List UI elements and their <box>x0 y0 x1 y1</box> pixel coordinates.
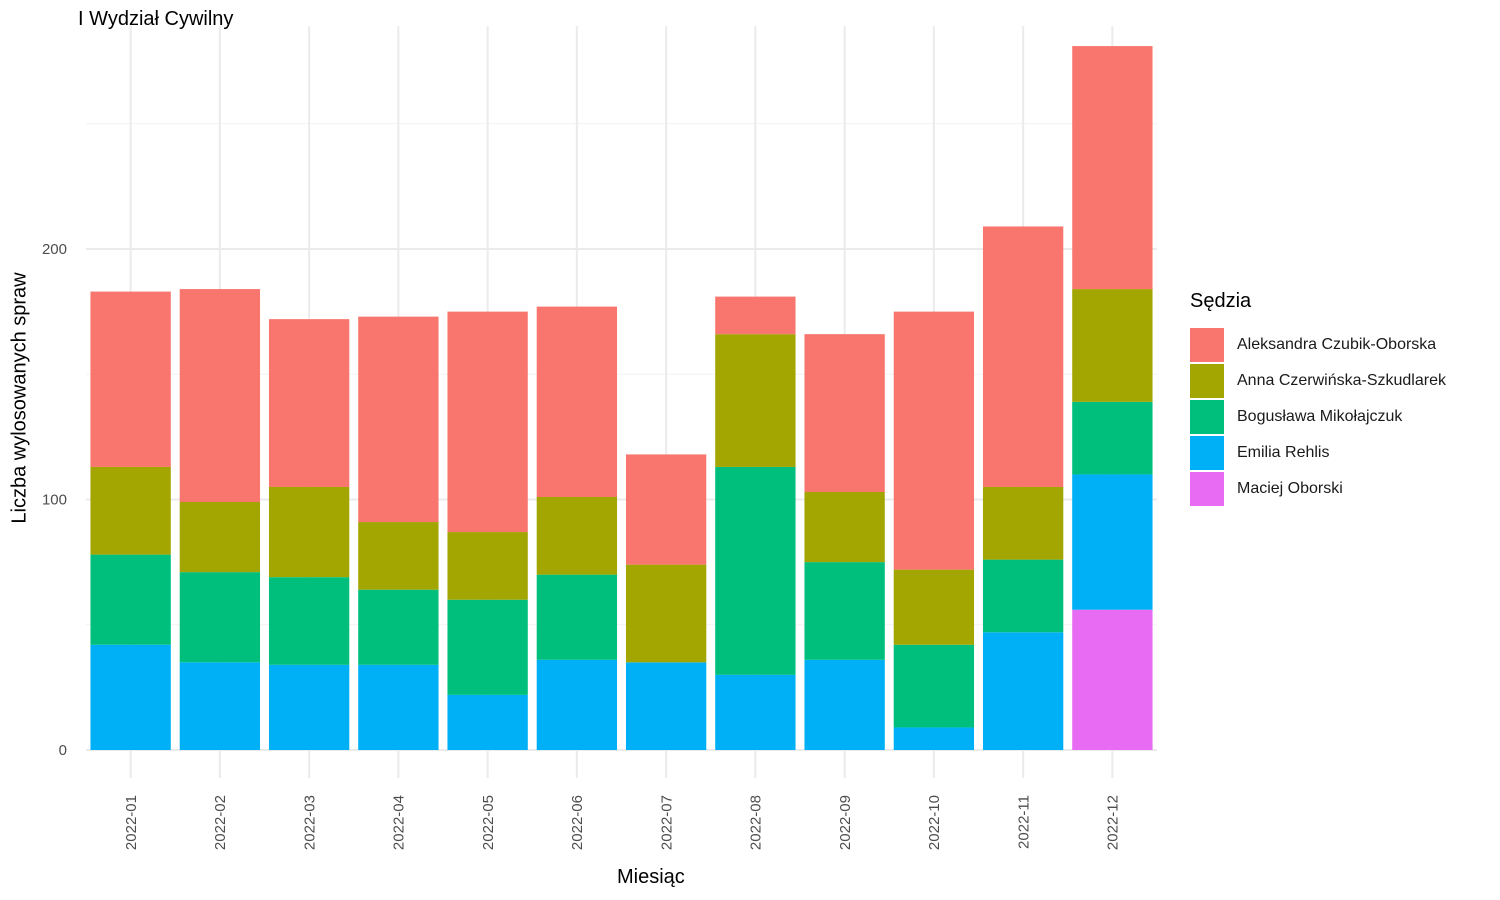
x-tick-label: 2022-11 <box>1015 795 1032 849</box>
bar-segment <box>804 491 885 563</box>
bar-segment <box>804 659 885 750</box>
legend-item: Aleksandra Czubik-Oborska <box>1190 327 1446 363</box>
bar-segment <box>625 564 707 663</box>
bar-segment <box>804 334 885 492</box>
y-axis-label: Liczba wylosowanych spraw <box>8 272 31 524</box>
chart-title: I Wydział Cywilny <box>78 8 234 30</box>
bar-segment <box>625 454 707 565</box>
bar-segment <box>179 289 261 503</box>
bar-segment <box>447 311 528 533</box>
bar-segment <box>358 316 439 523</box>
legend-item: Emilia Rehlis <box>1190 435 1446 471</box>
bar-segment <box>179 502 261 573</box>
bar-segment <box>804 562 885 660</box>
bar-segment <box>1072 289 1153 402</box>
bar-segment <box>536 574 618 660</box>
bar-segment <box>179 572 261 663</box>
legend-label: Bogusława Mikołajczuk <box>1237 408 1403 425</box>
y-tick-label: 0 <box>59 742 67 759</box>
bar-segment <box>90 466 171 555</box>
y-tick-label: 100 <box>42 492 67 509</box>
bar-segment <box>536 306 618 497</box>
x-tick-label: 2022-12 <box>1105 795 1122 850</box>
x-tick-label: 2022-04 <box>391 795 408 850</box>
bar-segment <box>447 532 528 600</box>
bar-segment <box>982 486 1064 560</box>
x-tick-label: 2022-02 <box>212 795 229 850</box>
x-tick-label: 2022-10 <box>926 795 943 850</box>
y-tick-labels: 0 100 200 <box>42 241 67 759</box>
x-tick-label: 2022-05 <box>480 795 497 850</box>
x-tick-label: 2022-03 <box>301 795 318 850</box>
bar-segment <box>715 466 796 675</box>
bar-segment <box>1072 401 1153 475</box>
x-axis-label: Miesiąc <box>617 866 685 888</box>
bar-segment <box>893 727 975 750</box>
bar-segment <box>982 226 1064 487</box>
bar-segment <box>715 334 796 467</box>
bar-segment <box>268 664 350 750</box>
x-tick-label: 2022-07 <box>658 795 675 850</box>
bar-segment <box>893 569 975 645</box>
bar-segment <box>447 599 528 695</box>
legend-label: Emilia Rehlis <box>1237 444 1330 461</box>
bar-segment <box>447 694 528 750</box>
bar-segment <box>715 674 796 750</box>
bar-segment <box>536 659 618 750</box>
bar-segment <box>358 589 439 665</box>
legend-label: Aleksandra Czubik-Oborska <box>1237 336 1437 353</box>
legend-label: Anna Czerwińska-Szkudlarek <box>1237 372 1446 389</box>
legend-swatch <box>1190 400 1224 434</box>
legend-label: Maciej Oborski <box>1237 480 1343 497</box>
bar-segment <box>268 577 350 665</box>
bar-segment <box>893 644 975 728</box>
legend: Sędzia Aleksandra Czubik-Oborska Anna Cz… <box>1190 290 1446 507</box>
bar-segment <box>715 296 796 335</box>
legend-swatch <box>1190 436 1224 470</box>
bar-segment <box>90 291 171 467</box>
x-tick-label: 2022-09 <box>837 795 854 850</box>
legend-swatch <box>1190 364 1224 398</box>
legend-swatch <box>1190 328 1224 362</box>
bar-segment <box>179 662 261 750</box>
bar-segment <box>982 559 1064 633</box>
bar-segment <box>268 319 350 487</box>
bar-segment <box>358 522 439 590</box>
x-tick-labels: 2022-01 2022-02 2022-03 2022-04 2022-05 2022-… <box>123 795 1122 850</box>
bar-segment <box>90 554 171 645</box>
bar-segment <box>1072 609 1153 750</box>
bar-segment <box>982 632 1064 750</box>
legend-title: Sędzia <box>1190 290 1252 312</box>
bar-segment <box>625 662 707 750</box>
bar-segment <box>536 496 618 575</box>
legend-item: Bogusława Mikołajczuk <box>1190 399 1446 435</box>
legend-swatch <box>1190 472 1224 506</box>
x-tick-label: 2022-08 <box>748 795 765 850</box>
legend-item: Anna Czerwińska-Szkudlarek <box>1190 363 1446 399</box>
bar-segment <box>90 644 171 750</box>
y-tick-label: 200 <box>42 241 67 258</box>
bar-segment <box>893 311 975 570</box>
bar-segment <box>268 486 350 578</box>
bar-segment <box>358 664 439 750</box>
bar-segment <box>1072 46 1153 290</box>
legend-item: Maciej Oborski <box>1190 471 1446 507</box>
x-tick-label: 2022-01 <box>123 795 140 850</box>
x-tick-label: 2022-06 <box>569 795 586 850</box>
bars <box>90 46 1153 750</box>
bar-segment <box>1072 474 1153 610</box>
